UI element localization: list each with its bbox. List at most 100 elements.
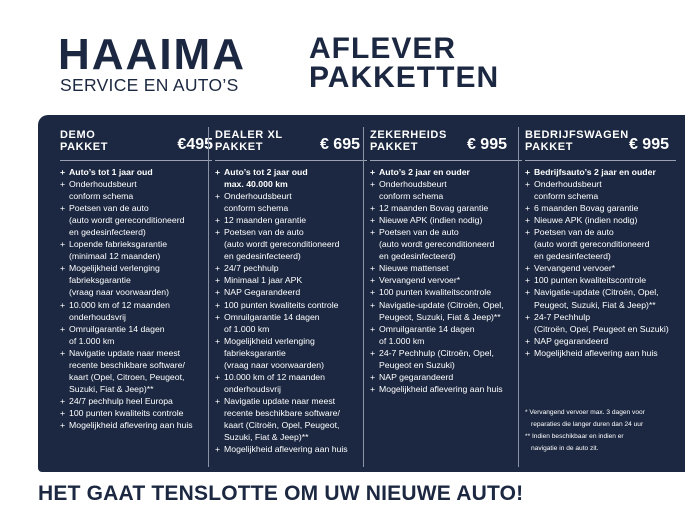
feature-list: + Bedrijfsauto’s 2 jaar en ouder + Onderhou… xyxy=(525,166,669,359)
header-divider xyxy=(525,160,676,161)
plus-icon: + xyxy=(215,275,221,286)
feature-text: Mogelijkheid aflevering aan huis xyxy=(534,347,658,358)
feature-text: Nieuwe mattenset xyxy=(379,263,449,274)
feature-text: (vraag naar voorwaarden) xyxy=(224,359,324,370)
feature-item: +24-7 Pechhulp (Citroën, Opel, Peugeot en… xyxy=(525,311,669,335)
feature-text: Mogelijkheid verlenging xyxy=(69,263,160,274)
feature-text: Poetsen van de auto xyxy=(224,227,304,238)
feature-text: Navigatie-update (Citroën, Opel, xyxy=(379,299,504,310)
feature-text: NAP gegarandeerd xyxy=(379,371,454,382)
feature-item: + Minimaal 1 jaar APK xyxy=(215,274,348,286)
feature-text: 100 punten kwaliteitscontrole xyxy=(534,275,647,286)
feature-text: 10.000 km of 12 maanden xyxy=(224,371,325,382)
feature-text: Suzuki, Fiat & Jeep)** xyxy=(69,383,154,394)
feature-item: + Mogelijkheid aflevering aan huis xyxy=(525,347,669,359)
feature-text: Auto’s tot 1 jaar oud xyxy=(69,167,153,177)
plus-icon: + xyxy=(215,287,221,298)
plus-icon: + xyxy=(215,395,221,406)
feature-text: 24/7 pechhulp heel Europa xyxy=(69,395,173,406)
feature-text: Navigatie update naar meest xyxy=(69,347,181,358)
feature-item: + Omruilgarantie 14 dagen of 1.000 km xyxy=(370,323,504,347)
feature-item: +10.000 km of 12 maanden onderhoudsvrij xyxy=(215,371,348,395)
feature-text: (auto wordt gereconditioneerd xyxy=(534,239,650,250)
title-line-2: PAKKETTEN xyxy=(309,61,500,94)
feature-text: recente beschikbare software/ xyxy=(224,407,340,418)
feature-item: + NAP gegarandeerd xyxy=(525,335,669,347)
feature-item: + Auto’s tot 2 jaar oud max. 40.000 km xyxy=(215,166,348,190)
feature-item: +6 maanden Bovag garantie xyxy=(525,202,669,214)
plus-icon: + xyxy=(370,371,376,382)
plus-icon: + xyxy=(525,203,531,214)
plus-icon: + xyxy=(370,347,376,358)
plus-icon: + xyxy=(60,347,66,358)
plus-icon: + xyxy=(370,215,376,226)
feature-item: + Omruilgarantie 14 dagen of 1.000 km xyxy=(215,311,348,335)
feature-item: + Poetsen van de auto (auto wordt gerecond… xyxy=(370,226,504,262)
feature-item: + Vervangend vervoer* xyxy=(370,274,504,286)
feature-text: Onderhoudsbeurt xyxy=(224,191,292,202)
title-line-1: AFLEVER xyxy=(309,32,457,65)
feature-item: + Auto’s tot 1 jaar oud xyxy=(60,166,193,178)
feature-text: Navigatie update naar meest xyxy=(224,395,336,406)
column-divider xyxy=(518,127,519,467)
package-column: ZEKERHEIDS PAKKET € 995 + Auto’s 2 jaar en o… xyxy=(370,115,523,472)
feature-text: kaart (Opel, Citroen, Peugeot, xyxy=(69,371,185,382)
feature-text: Nieuwe APK (indien nodig) xyxy=(379,215,483,226)
package-name: DEALER XL PAKKET xyxy=(215,129,283,153)
package-name-line-2: PAKKET xyxy=(370,141,419,153)
feature-text: Navigatie-update (Citroën, Opel, xyxy=(534,287,659,298)
plus-icon: + xyxy=(60,419,66,430)
feature-item: + Navigatie-update (Citroën, Opel, Peugeot… xyxy=(525,286,669,310)
feature-item: + Onderhoudsbeurt conform schema xyxy=(525,178,669,202)
package-name: BEDRIJFSWAGEN PAKKET xyxy=(525,129,629,153)
plus-icon: + xyxy=(525,263,531,274)
package-name: DEMO PAKKET xyxy=(60,129,108,153)
package-column: BEDRIJFSWAGEN PAKKET € 995 + Bedrijfsauto’s … xyxy=(525,115,677,472)
feature-text: Onderhoudsbeurt xyxy=(534,179,602,190)
package-name-line-1: ZEKERHEIDS xyxy=(370,129,447,141)
feature-text: en gedesinfecteerd) xyxy=(379,251,456,262)
feature-text: NAP Gegarandeerd xyxy=(224,287,301,298)
feature-item: + Poetsen van de auto (auto wordt gerecond… xyxy=(60,202,193,238)
feature-item: + Navigatie-update (Citroën, Opel, Peugeot… xyxy=(370,299,504,323)
feature-text: conform schema xyxy=(379,191,444,202)
feature-text: onderhoudsvrij xyxy=(69,311,126,322)
logo-name: HAAIMA xyxy=(58,30,246,79)
feature-text: Suzuki, Fiat & Jeep)** xyxy=(224,432,309,443)
feature-text: Poetsen van de auto xyxy=(534,227,614,238)
feature-item: + Nieuwe APK (indien nodig) xyxy=(525,214,669,226)
plus-icon: + xyxy=(215,311,221,322)
feature-text: (vraag naar voorwaarden) xyxy=(69,287,169,298)
plus-icon: + xyxy=(525,335,531,346)
plus-icon: + xyxy=(525,215,531,226)
feature-text: conform schema xyxy=(224,203,289,214)
package-name-line-1: DEALER XL xyxy=(215,129,283,141)
feature-item: +24-7 Pechhulp (Citroën, Opel, Peugeot en… xyxy=(370,347,504,371)
package-price: € 995 xyxy=(466,136,507,153)
plus-icon: + xyxy=(215,299,221,310)
plus-icon: + xyxy=(370,383,376,394)
feature-item: +24/7 pechhulp heel Europa xyxy=(60,395,193,407)
plus-icon: + xyxy=(215,167,221,177)
plus-icon: + xyxy=(370,167,376,177)
feature-item: +12 maanden garantie xyxy=(215,214,348,226)
plus-icon: + xyxy=(60,239,66,250)
header-divider xyxy=(60,160,212,161)
feature-item: + Mogelijkheid verlenging fabrieksgarantie… xyxy=(215,335,348,371)
feature-text: 100 punten kwaliteitscontrole xyxy=(379,287,492,298)
feature-text: Peugeot, Suzuki, Fiat & Jeep)** xyxy=(379,311,501,322)
feature-text: Onderhoudsbeurt xyxy=(379,179,447,190)
plus-icon: + xyxy=(525,227,531,238)
footnotes: * Vervangend vervoer max. 3 dagen voor re… xyxy=(525,407,645,455)
feature-item: +10.000 km of 12 maanden onderhoudsvrij xyxy=(60,299,193,323)
package-column: DEALER XL PAKKET € 695 + Auto’s tot 2 jaar o… xyxy=(215,115,368,472)
feature-text: Peugeot, Suzuki, Fiat & Jeep)** xyxy=(534,299,656,310)
feature-item: + Poetsen van de auto (auto wordt gerecond… xyxy=(525,226,669,262)
feature-item: +100 punten kwaliteitscontrole xyxy=(525,274,669,286)
plus-icon: + xyxy=(370,227,376,238)
plus-icon: + xyxy=(370,263,376,274)
plus-icon: + xyxy=(60,179,66,190)
plus-icon: + xyxy=(370,203,376,214)
plus-icon: + xyxy=(60,395,66,406)
feature-item: +100 punten kwaliteits controle xyxy=(215,299,348,311)
